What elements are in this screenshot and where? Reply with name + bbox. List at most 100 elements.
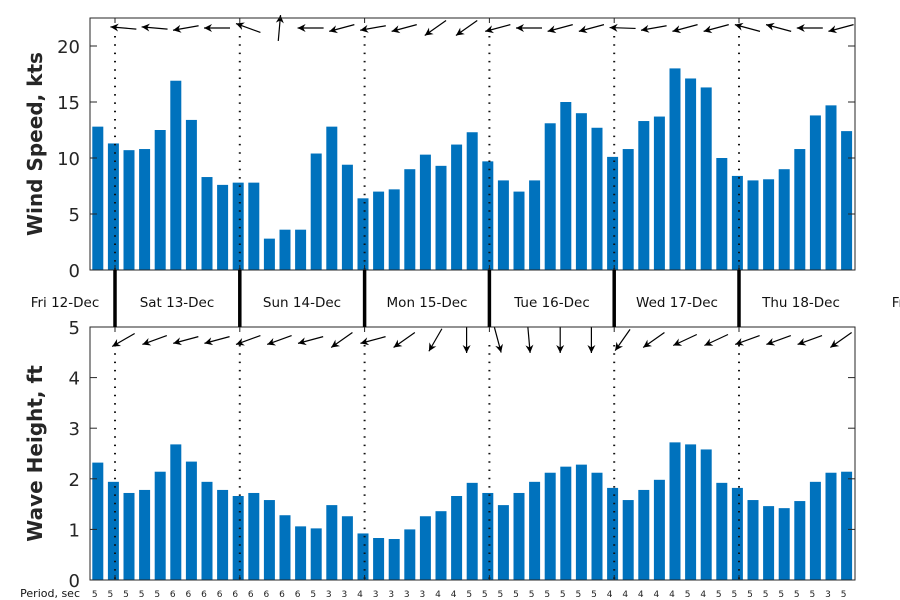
wind-bar <box>591 127 603 270</box>
arrow-head <box>235 22 245 31</box>
wave-bar <box>825 472 837 580</box>
wave-bar <box>310 528 322 580</box>
wave-ytick-label: 4 <box>69 369 80 390</box>
period-value: 6 <box>170 590 176 600</box>
day-labels-row: Fri 12-Dec Sat 13-Dec Sun 14-Dec Mon 15-Dec… <box>31 270 900 327</box>
wave-direction-arrow-icon <box>142 334 168 346</box>
wind-bar <box>607 156 619 270</box>
wave-direction-arrow-icon <box>704 333 729 347</box>
wind-bar <box>809 115 821 270</box>
wind-direction-arrow-icon <box>578 24 605 34</box>
wave-direction-arrow-icon <box>173 336 199 346</box>
wave-bar <box>622 500 634 580</box>
wind-ytick-label: 15 <box>57 93 80 114</box>
period-value: 3 <box>404 590 410 600</box>
wind-bar <box>497 180 509 270</box>
arrow-head <box>766 22 775 31</box>
arrow-head <box>360 24 369 33</box>
wind-bar <box>685 78 697 270</box>
wind-speed-plot: 0 5 10 15 20 Wind Speed, kts <box>23 14 856 282</box>
arrow-head <box>643 339 652 348</box>
wave-bar <box>435 511 447 580</box>
period-axis-label: Period, sec <box>20 587 80 600</box>
wind-bar <box>263 238 275 270</box>
wave-bar <box>560 466 572 580</box>
arrow-head <box>609 23 618 32</box>
period-value: 6 <box>186 590 192 600</box>
arrow-head <box>297 24 306 32</box>
wind-y-axis-label: Wind Speed, kts <box>23 52 47 236</box>
wave-bar <box>653 479 665 580</box>
wave-bar <box>451 496 463 580</box>
wave-bar <box>638 489 650 580</box>
arrow-head <box>704 338 714 346</box>
wind-bar <box>825 105 837 270</box>
wave-bar <box>794 501 806 580</box>
wave-direction-arrow-icon <box>428 328 443 352</box>
period-value: 3 <box>342 590 348 600</box>
day-label: Tue 16-Dec <box>513 295 590 311</box>
wave-bar <box>544 472 556 580</box>
day-label: Thu 18-Dec <box>761 295 840 311</box>
wave-bar <box>326 505 338 580</box>
wind-direction-arrow-icon <box>547 24 573 34</box>
wind-direction-arrow-icon <box>485 24 511 34</box>
wave-bar <box>107 481 119 580</box>
period-value: 5 <box>716 590 722 600</box>
arrow-head <box>204 337 214 346</box>
period-value: 5 <box>466 590 472 600</box>
wave-direction-arrow-icon <box>642 332 665 348</box>
wave-bar <box>139 489 151 580</box>
wind-bar <box>326 126 338 270</box>
wind-bar <box>388 189 400 270</box>
wind-bar <box>92 126 104 270</box>
wind-ytick-label: 5 <box>69 205 80 226</box>
wave-direction-arrow-icon <box>556 327 565 353</box>
wind-bar <box>435 165 447 270</box>
period-value: 4 <box>622 590 628 600</box>
wind-bar <box>544 123 556 270</box>
wind-bar <box>279 229 291 270</box>
wind-bar <box>482 161 494 270</box>
wind-bar <box>731 175 743 270</box>
period-value: 6 <box>201 590 207 600</box>
wave-bar <box>217 489 229 580</box>
period-value: 5 <box>108 590 114 600</box>
wave-direction-arrow-icon <box>830 332 852 348</box>
wave-height-plot: 0 1 2 3 4 5 Wave Height, ft <box>23 318 856 592</box>
wind-bar <box>653 116 665 270</box>
period-value: 5 <box>591 590 597 600</box>
wave-plot-frame <box>89 326 856 581</box>
period-value: 5 <box>841 590 847 600</box>
wave-bar <box>575 464 587 580</box>
wind-bar <box>763 179 775 270</box>
wave-direction-arrow-icon <box>587 327 596 353</box>
arrow-head <box>547 25 557 34</box>
period-value: 4 <box>451 590 457 600</box>
wave-bar <box>778 508 790 580</box>
wave-bar <box>123 492 135 580</box>
wave-bar <box>809 481 821 580</box>
arrow-head <box>672 25 682 34</box>
wave-bar <box>700 449 712 580</box>
period-value: 5 <box>139 590 145 600</box>
period-value: 4 <box>638 590 644 600</box>
wave-bar <box>482 492 494 580</box>
period-value: 4 <box>669 590 675 600</box>
arrow-head <box>172 24 182 33</box>
wind-bar <box>185 119 197 270</box>
day-label: Wed 17-Dec <box>636 295 718 311</box>
arrow-head <box>615 341 624 351</box>
wind-bar <box>638 121 650 270</box>
wave-bar <box>373 538 385 580</box>
wind-bar <box>466 132 478 270</box>
wind-ytick-label: 0 <box>69 261 80 282</box>
arrow-head <box>828 25 838 34</box>
wind-bar <box>170 80 182 270</box>
arrow-head <box>142 337 152 346</box>
wave-direction-arrow-icon <box>525 326 534 354</box>
wave-bar <box>295 526 307 580</box>
day-label: Fri 19-Dec <box>892 295 900 311</box>
wind-direction-arrow-icon <box>734 22 761 32</box>
